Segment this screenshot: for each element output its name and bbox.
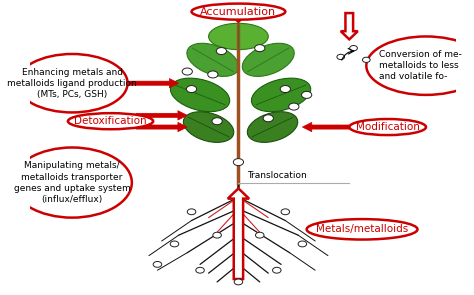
Ellipse shape — [183, 112, 234, 142]
Text: Translocation: Translocation — [247, 171, 307, 180]
Text: Modification: Modification — [356, 122, 419, 132]
Circle shape — [233, 159, 244, 165]
Circle shape — [280, 86, 291, 93]
Circle shape — [216, 47, 227, 55]
Ellipse shape — [209, 23, 268, 50]
Circle shape — [363, 57, 370, 63]
Circle shape — [186, 86, 197, 93]
Circle shape — [263, 115, 273, 122]
Polygon shape — [230, 10, 247, 22]
Polygon shape — [302, 122, 354, 132]
Circle shape — [187, 209, 196, 215]
Ellipse shape — [68, 113, 153, 129]
Polygon shape — [136, 122, 187, 132]
Ellipse shape — [170, 78, 230, 112]
Circle shape — [281, 209, 290, 215]
Text: Enhancing metals and
metalloids ligand production
(MTs, PCs, GSH): Enhancing metals and metalloids ligand p… — [7, 68, 137, 99]
Circle shape — [289, 103, 299, 110]
Circle shape — [273, 267, 281, 273]
Circle shape — [255, 232, 264, 238]
Circle shape — [213, 232, 221, 238]
Text: Metals/metalloids: Metals/metalloids — [316, 224, 408, 234]
Text: Accumulation: Accumulation — [201, 6, 276, 17]
Circle shape — [350, 45, 357, 51]
Ellipse shape — [191, 4, 285, 20]
Circle shape — [234, 279, 243, 285]
Ellipse shape — [187, 43, 239, 76]
Circle shape — [255, 45, 265, 52]
Ellipse shape — [12, 148, 132, 218]
Circle shape — [153, 261, 162, 267]
Circle shape — [196, 267, 204, 273]
Circle shape — [301, 91, 312, 99]
Circle shape — [170, 241, 179, 247]
Ellipse shape — [366, 37, 474, 95]
Text: Manipulating metals/
metalloids transporter
genes and uptake system
(influx/effl: Manipulating metals/ metalloids transpor… — [14, 161, 130, 204]
Ellipse shape — [251, 78, 311, 112]
Circle shape — [182, 68, 192, 75]
Polygon shape — [228, 189, 249, 279]
Circle shape — [298, 241, 307, 247]
Polygon shape — [123, 78, 179, 88]
Circle shape — [212, 118, 222, 125]
Ellipse shape — [247, 112, 298, 142]
Circle shape — [208, 71, 218, 78]
Circle shape — [337, 54, 345, 60]
Ellipse shape — [242, 43, 294, 76]
Text: Detoxification: Detoxification — [74, 116, 147, 126]
Text: Conversion of me-
metalloids to less
and volatile fo-: Conversion of me- metalloids to less and… — [379, 50, 462, 81]
Ellipse shape — [17, 54, 128, 112]
Polygon shape — [341, 13, 358, 39]
Polygon shape — [136, 111, 187, 120]
Ellipse shape — [349, 119, 426, 135]
Ellipse shape — [307, 219, 418, 240]
